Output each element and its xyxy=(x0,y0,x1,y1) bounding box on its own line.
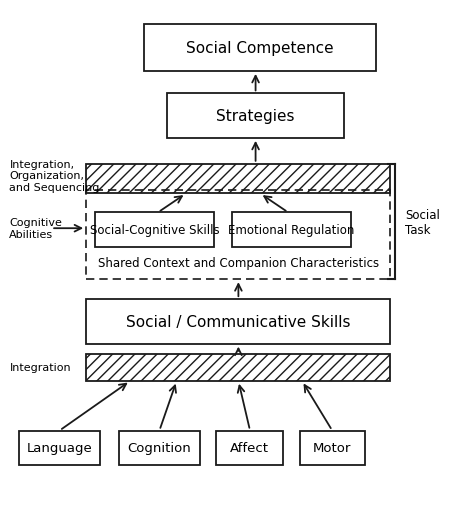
Text: Cognition: Cognition xyxy=(128,441,191,454)
Text: Shared Context and Companion Characteristics: Shared Context and Companion Characteris… xyxy=(98,257,379,270)
Bar xyxy=(86,354,390,381)
Bar xyxy=(144,25,376,72)
Text: Social
Task: Social Task xyxy=(405,208,440,236)
Bar xyxy=(216,431,283,465)
Text: Affect: Affect xyxy=(230,441,269,454)
Text: Motor: Motor xyxy=(313,441,351,454)
Bar xyxy=(86,190,390,280)
Bar xyxy=(95,213,214,247)
Bar xyxy=(86,165,390,194)
Text: Strategies: Strategies xyxy=(216,109,295,124)
Bar xyxy=(232,213,351,247)
Text: Social Competence: Social Competence xyxy=(186,41,334,56)
Text: Emotional Regulation: Emotional Regulation xyxy=(228,224,355,237)
Bar xyxy=(300,431,365,465)
Bar xyxy=(18,431,100,465)
Bar xyxy=(118,431,200,465)
Text: Language: Language xyxy=(27,441,92,454)
Text: Cognitive
Abilities: Cognitive Abilities xyxy=(9,218,62,239)
Bar xyxy=(86,299,390,344)
Text: Social-Cognitive Skills: Social-Cognitive Skills xyxy=(90,224,219,237)
Text: Social / Communicative Skills: Social / Communicative Skills xyxy=(126,314,350,329)
Text: Integration,
Organization,
and Sequencing: Integration, Organization, and Sequencin… xyxy=(9,159,100,192)
Text: Integration: Integration xyxy=(9,362,71,372)
Bar xyxy=(167,94,344,139)
